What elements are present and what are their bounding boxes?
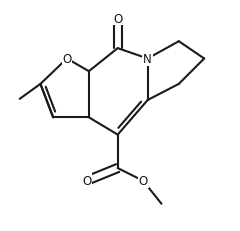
Text: O: O (82, 174, 91, 187)
Text: N: N (143, 53, 152, 66)
Text: O: O (138, 174, 148, 187)
Text: O: O (62, 53, 72, 66)
Text: O: O (113, 12, 122, 26)
